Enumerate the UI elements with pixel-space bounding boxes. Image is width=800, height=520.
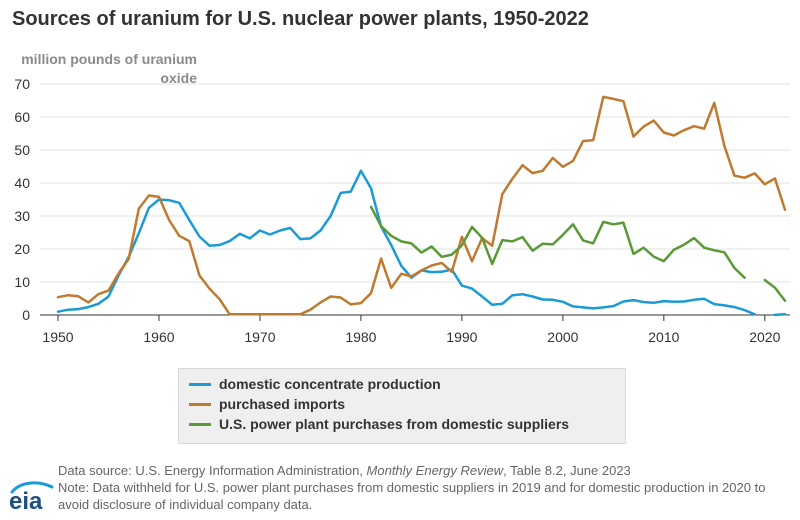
x-tick-label: 1980	[345, 329, 376, 345]
y-tick-label: 30	[14, 208, 30, 224]
series-line-2	[369, 205, 746, 279]
y-tick-label: 0	[22, 307, 30, 323]
y-tick-label: 10	[14, 274, 30, 290]
data-source: Data source: U.S. Energy Information Adm…	[58, 462, 788, 479]
x-tick-label: 1970	[244, 329, 275, 345]
source-prefix: Data source: U.S. Energy Information Adm…	[58, 463, 367, 478]
x-axis-ticks: 1950 1960 1970 1980 1990 2000 2010 2020	[42, 315, 781, 345]
series-lines	[56, 95, 787, 317]
legend-item-domestic-production: domestic concentrate production	[189, 374, 625, 394]
y-tick-label: 50	[14, 142, 30, 158]
y-axis-unit-line: million pounds of uranium	[21, 51, 197, 67]
chart-title: Sources of uranium for U.S. nuclear powe…	[12, 8, 589, 30]
data-note: Note: Data withheld for U.S. power plant…	[58, 480, 766, 512]
logo-text: eia	[9, 488, 43, 514]
y-axis-ticks: 0 10 20 30 40 50 60 70	[14, 76, 30, 323]
y-tick-label: 20	[14, 241, 30, 257]
source-title: Monthly Energy Review	[366, 463, 504, 478]
legend-label: purchased imports	[219, 396, 346, 412]
legend-item-domestic-purchases: U.S. power plant purchases from domestic…	[189, 414, 625, 434]
x-tick-label: 1960	[143, 329, 174, 345]
series-line-2	[763, 278, 787, 303]
footer-notes: Data source: U.S. Energy Information Adm…	[58, 462, 788, 513]
legend-label: U.S. power plant purchases from domestic…	[219, 416, 570, 432]
y-tick-label: 70	[14, 76, 30, 92]
series-line-1	[56, 95, 787, 316]
y-axis-unit-line: oxide	[160, 70, 197, 86]
series-line-0	[56, 169, 756, 316]
x-tick-label: 2000	[547, 329, 578, 345]
legend-label: domestic concentrate production	[219, 376, 441, 392]
x-tick-label: 2010	[648, 329, 679, 345]
y-tick-label: 40	[14, 175, 30, 191]
legend-swatch	[189, 402, 211, 406]
line-chart: 0 10 20 30 40 50 60 70 1950 1960 1970 1980 1990 2000…	[14, 51, 790, 345]
x-tick-label: 2020	[749, 329, 780, 345]
series-line-0	[773, 313, 787, 317]
legend-item-purchased-imports: purchased imports	[189, 394, 625, 414]
y-axis-label: million pounds of uranium oxide	[21, 51, 197, 86]
legend-swatch	[189, 382, 211, 386]
y-tick-label: 60	[14, 109, 30, 125]
x-tick-label: 1990	[446, 329, 477, 345]
gridlines	[40, 83, 790, 316]
legend-swatch	[189, 422, 211, 426]
x-tick-label: 1950	[42, 329, 73, 345]
logo-swoosh	[10, 481, 54, 494]
eia-logo: eia	[9, 481, 54, 514]
legend: domestic concentrate production purchase…	[178, 368, 626, 444]
source-suffix: , Table 8.2, June 2023	[503, 463, 631, 478]
y-axis-unit-label: million pounds of uranium oxide	[21, 51, 197, 86]
